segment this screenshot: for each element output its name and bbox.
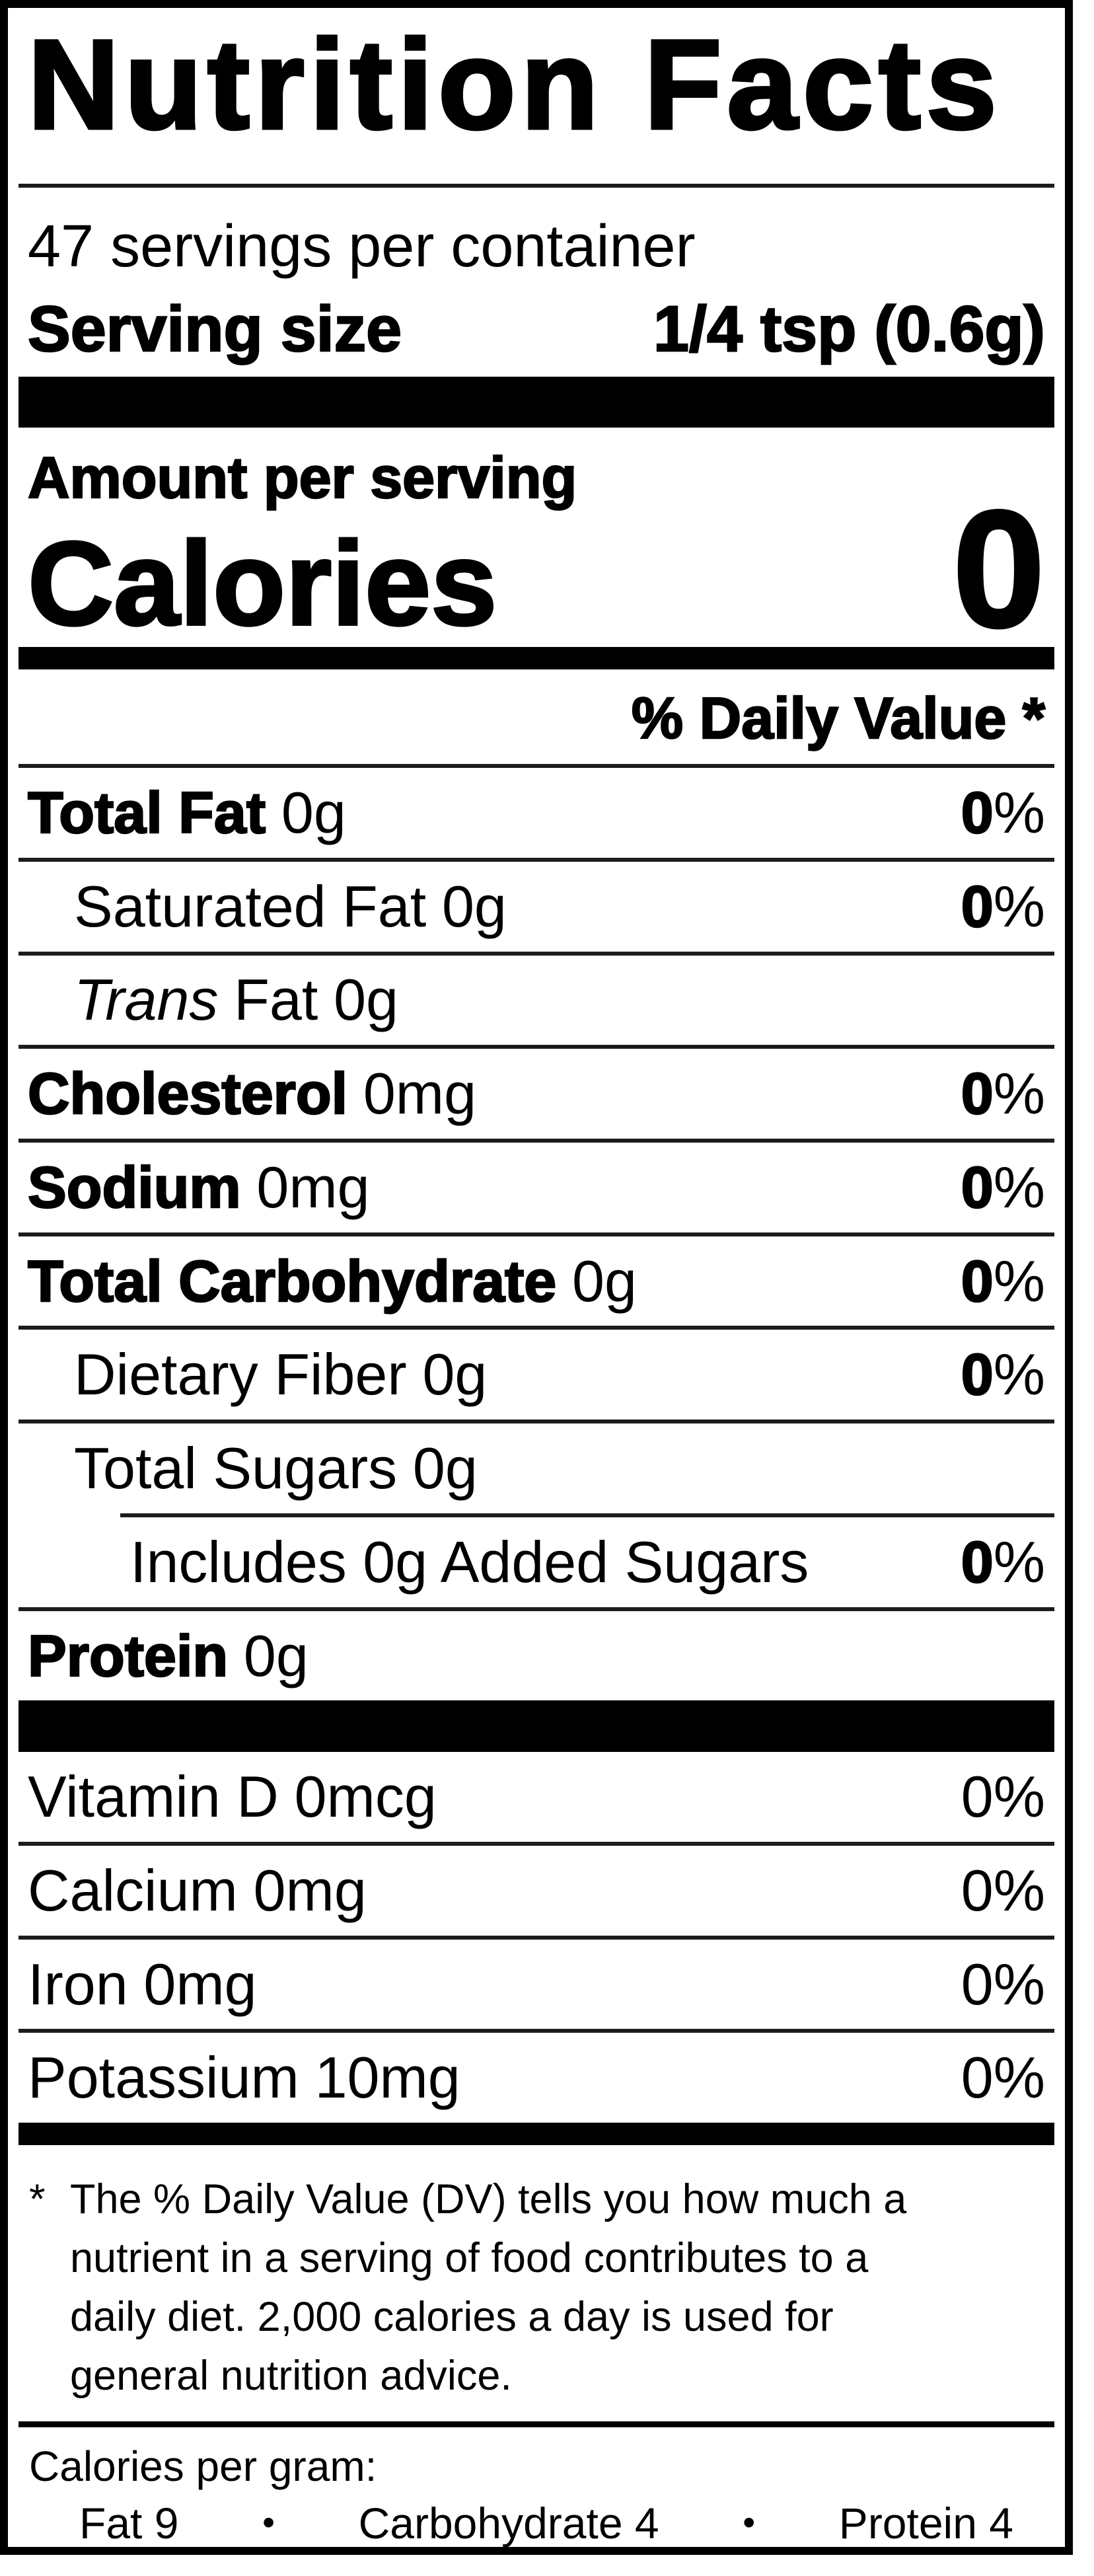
thick-bar-before-micronutrients (18, 1700, 1054, 1753)
nutrient-dv: 0% (961, 1248, 1045, 1314)
footnote-line: nutrient in a serving of food contribute… (70, 2235, 869, 2282)
nutrient-row-cholesterol: Cholesterol 0mg 0% (18, 1045, 1054, 1139)
nutrient-row-trans-fat: Trans Fat 0g (18, 951, 1054, 1045)
nutrient-dv: 0% (961, 1857, 1045, 1923)
nutrient-name: Saturated Fat 0g (74, 873, 507, 939)
footnote-text: The % Daily Value (DV) tells you how muc… (70, 2170, 906, 2406)
mid-bar-after-calories (18, 647, 1054, 670)
divider-under-title (18, 183, 1054, 188)
divider-before-calories-per-gram (18, 2421, 1054, 2428)
nutrient-name: Calcium 0mg (28, 1857, 367, 1923)
calories-per-gram-label: Calories per gram: (29, 2443, 377, 2491)
footnote-line: general nutrition advice. (70, 2353, 512, 2400)
label-title: Nutrition Facts (26, 13, 1002, 155)
cpg-carbohydrate: Carbohydrate 4 (358, 2498, 659, 2548)
nutrient-row-total-carbohydrate: Total Carbohydrate 0g 0% (18, 1232, 1054, 1326)
nutrient-name: Protein 0g (27, 1622, 309, 1688)
bullet-separator-icon: • (743, 2503, 756, 2543)
nutrient-dv: 0% (961, 873, 1045, 939)
nutrient-dv: 0% (961, 1342, 1045, 1408)
micronutrient-row-calcium: Calcium 0mg 0% (18, 1841, 1054, 1936)
calories-row: Calories 0 (18, 476, 1054, 662)
nutrient-name: Total Carbohydrate 0g (27, 1248, 637, 1314)
nutrient-name: Sodium 0mg (27, 1154, 370, 1220)
nutrient-name: Iron 0mg (28, 1951, 257, 2017)
amount-per-serving-label: Amount per serving (27, 445, 578, 511)
nutrient-dv: 0% (961, 1951, 1045, 2017)
bullet-separator-icon: • (262, 2503, 275, 2543)
nutrient-row-dietary-fiber: Dietary Fiber 0g 0% (18, 1326, 1054, 1420)
calories-value: 0 (951, 476, 1046, 662)
nutrient-name: Cholesterol 0mg (27, 1061, 477, 1127)
nutrient-row-total-fat: Total Fat 0g 0% (18, 764, 1054, 858)
calories-per-gram-row: Fat 9 • Carbohydrate 4 • Protein 4 (18, 2490, 1054, 2548)
nutrient-dv: 0% (961, 1154, 1045, 1220)
daily-value-footnote: * The % Daily Value (DV) tells you how m… (18, 2145, 1054, 2406)
nutrition-facts-label: Nutrition Facts 47 servings per containe… (0, 0, 1073, 2555)
nutrient-row-added-sugars: Includes 0g Added Sugars 0% (18, 1517, 1054, 1607)
nutrient-dv: 0% (961, 1764, 1045, 1830)
serving-size-row: Serving size 1/4 tsp (0.6g) (18, 292, 1054, 377)
nutrient-name: Potassium 10mg (28, 2045, 460, 2111)
micronutrient-row-iron: Iron 0mg 0% (18, 1935, 1054, 2029)
serving-size-value: 1/4 tsp (0.6g) (653, 292, 1046, 365)
nutrient-dv: 0% (961, 2045, 1045, 2111)
footnote-line: The % Daily Value (DV) tells you how muc… (70, 2176, 907, 2223)
nutrient-name: Trans Fat 0g (74, 967, 398, 1033)
indented-divider-added-sugars (120, 1513, 1054, 1517)
nutrient-name: Total Sugars 0g (74, 1435, 478, 1501)
nutrient-row-protein: Protein 0g (18, 1607, 1054, 1701)
micronutrient-row-potassium: Potassium 10mg 0% (18, 2029, 1054, 2123)
servings-per-container: 47 servings per container (28, 213, 696, 280)
mid-bar-before-footnote (18, 2123, 1054, 2146)
micronutrient-row-vitamin-d: Vitamin D 0mcg 0% (18, 1752, 1054, 1842)
nutrient-dv: 0% (961, 1061, 1045, 1127)
cpg-fat: Fat 9 (79, 2498, 179, 2548)
daily-value-header: % Daily Value * (631, 685, 1046, 751)
nutrient-row-sodium: Sodium 0mg 0% (18, 1139, 1054, 1232)
cpg-protein: Protein 4 (838, 2498, 1013, 2548)
footnote-asterisk: * (29, 2176, 46, 2223)
nutrient-name: Includes 0g Added Sugars (130, 1529, 809, 1595)
calories-label: Calories (26, 517, 498, 650)
nutrient-name: Total Fat 0g (27, 779, 346, 845)
nutrient-row-saturated-fat: Saturated Fat 0g 0% (18, 857, 1054, 952)
nutrient-row-total-sugars: Total Sugars 0g (18, 1420, 1054, 1513)
thick-bar-after-serving-size (18, 376, 1054, 428)
nutrient-dv: 0% (961, 1529, 1045, 1595)
nutrient-name: Dietary Fiber 0g (74, 1342, 488, 1408)
nutrient-dv: 0% (961, 779, 1045, 845)
nutrient-name: Vitamin D 0mcg (28, 1764, 437, 1830)
footnote-line: daily diet. 2,000 calories a day is used… (70, 2294, 834, 2341)
label-inner: Nutrition Facts 47 servings per containe… (8, 8, 1065, 2547)
serving-size-label: Serving size (27, 292, 403, 365)
